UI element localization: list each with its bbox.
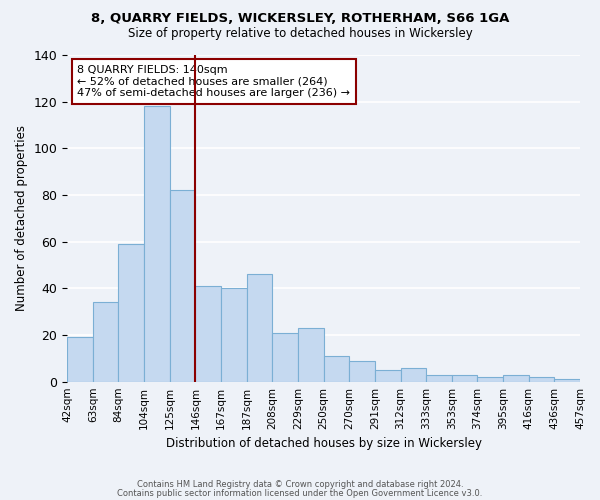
Text: Contains public sector information licensed under the Open Government Licence v3: Contains public sector information licen…: [118, 488, 482, 498]
Bar: [272, 332, 298, 382]
Text: 8 QUARRY FIELDS: 140sqm
← 52% of detached houses are smaller (264)
47% of semi-d: 8 QUARRY FIELDS: 140sqm ← 52% of detache…: [77, 65, 350, 98]
Y-axis label: Number of detached properties: Number of detached properties: [15, 126, 28, 312]
Bar: [144, 106, 170, 382]
Bar: [67, 338, 93, 382]
Bar: [529, 377, 554, 382]
Bar: [426, 374, 452, 382]
Bar: [554, 380, 580, 382]
Bar: [478, 377, 503, 382]
Text: Size of property relative to detached houses in Wickersley: Size of property relative to detached ho…: [128, 28, 472, 40]
Bar: [221, 288, 247, 382]
Bar: [323, 356, 349, 382]
Bar: [118, 244, 144, 382]
Bar: [503, 374, 529, 382]
Bar: [401, 368, 426, 382]
X-axis label: Distribution of detached houses by size in Wickersley: Distribution of detached houses by size …: [166, 437, 482, 450]
Bar: [170, 190, 196, 382]
Bar: [452, 374, 478, 382]
Bar: [298, 328, 323, 382]
Bar: [375, 370, 401, 382]
Text: Contains HM Land Registry data © Crown copyright and database right 2024.: Contains HM Land Registry data © Crown c…: [137, 480, 463, 489]
Text: 8, QUARRY FIELDS, WICKERSLEY, ROTHERHAM, S66 1GA: 8, QUARRY FIELDS, WICKERSLEY, ROTHERHAM,…: [91, 12, 509, 26]
Bar: [196, 286, 221, 382]
Bar: [349, 360, 375, 382]
Bar: [93, 302, 118, 382]
Bar: [247, 274, 272, 382]
